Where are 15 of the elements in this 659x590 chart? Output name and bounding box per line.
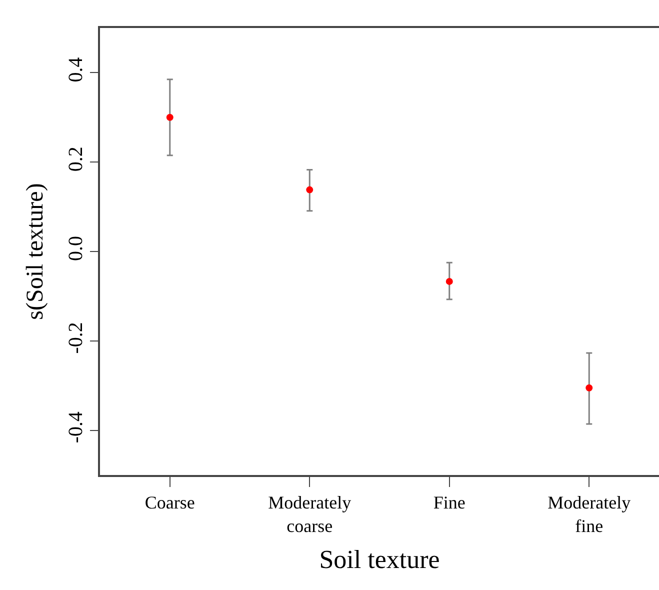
- x-tick-label: Coarse: [144, 492, 195, 513]
- x-axis-title: Soil texture: [319, 545, 440, 574]
- x-tick-label: Fine: [433, 492, 466, 513]
- point: [586, 384, 593, 392]
- point: [166, 114, 174, 121]
- x-tick-label: Moderately fine: [548, 492, 631, 536]
- y-tick-label: -0.2: [65, 322, 87, 354]
- y-axis-title: s(Soil texture): [22, 183, 49, 320]
- y-tick-label: 0.4: [65, 57, 87, 82]
- y-tick-label: 0.2: [65, 146, 87, 172]
- point: [306, 186, 314, 194]
- y-tick-label: 0.0: [65, 236, 87, 261]
- y-tick-label: -0.4: [65, 411, 87, 444]
- point: [446, 278, 453, 285]
- x-tick-label: Moderately coarse: [268, 492, 352, 536]
